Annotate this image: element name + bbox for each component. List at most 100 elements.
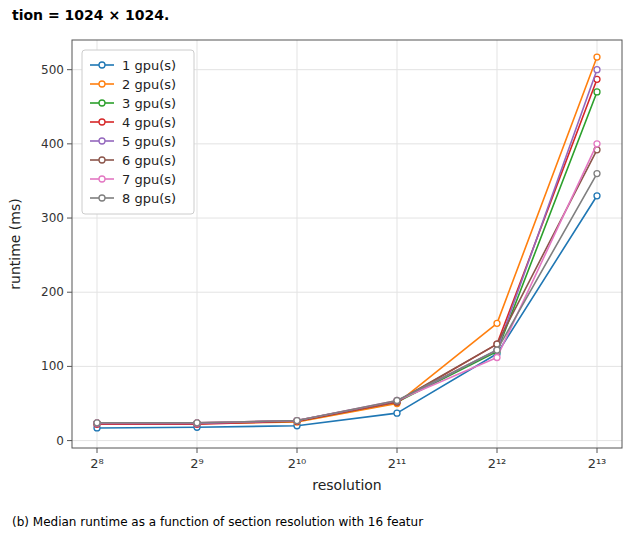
point [494, 347, 500, 353]
tick-label: 500 [41, 63, 64, 77]
grid [72, 40, 622, 448]
legend-marker [99, 62, 105, 68]
point [494, 320, 500, 326]
grid-line [297, 40, 298, 448]
point [294, 418, 300, 424]
point [394, 398, 400, 404]
legend: 1 gpu(s) 2 gpu(s) 3 gpu(s) 4 gpu(s) 5 gpu(s)… [82, 50, 194, 214]
point [594, 54, 600, 60]
point [494, 354, 500, 360]
tick [197, 448, 198, 453]
legend-label: 2 gpu(s) [122, 77, 176, 92]
legend-marker [99, 195, 105, 201]
point [594, 193, 600, 199]
point [194, 421, 200, 427]
point [94, 420, 100, 426]
point [294, 418, 300, 424]
chart: 0 100 200 300 400 500 2⁸ 2⁹ 2¹⁰ 2¹¹ 2¹² 2¹³ resoluti… [0, 0, 640, 541]
series [94, 76, 600, 427]
legend-label: 5 gpu(s) [122, 134, 176, 149]
legend-marker [99, 119, 105, 125]
point [394, 398, 400, 404]
tick-label: 0 [56, 434, 64, 448]
point [594, 89, 600, 95]
point [194, 420, 200, 426]
line [97, 144, 597, 423]
series [94, 54, 600, 426]
legend-label: 4 gpu(s) [122, 115, 176, 130]
tick [67, 218, 72, 219]
point [294, 418, 300, 424]
series [94, 141, 600, 426]
tick [297, 448, 298, 453]
point [494, 347, 500, 353]
tick [597, 448, 598, 453]
tick-label: 2¹² [488, 456, 507, 471]
legend-label: 6 gpu(s) [122, 153, 176, 168]
x-axis-label: resolution [312, 477, 382, 493]
legend-marker [99, 138, 105, 144]
tick-label: 400 [41, 137, 64, 151]
legend-marker [99, 157, 105, 163]
series [94, 193, 600, 431]
tick-label: 2¹³ [588, 456, 607, 471]
point [394, 398, 400, 404]
legend-label: 3 gpu(s) [122, 96, 176, 111]
line [97, 92, 597, 424]
point [194, 421, 200, 427]
point [594, 171, 600, 177]
legend-label: 1 gpu(s) [122, 58, 176, 73]
grid-line [597, 40, 598, 448]
point [194, 420, 200, 426]
line [97, 196, 597, 428]
point [94, 421, 100, 427]
plot-frame [72, 40, 622, 448]
series [94, 89, 600, 427]
grid-line [197, 40, 198, 448]
tick [497, 448, 498, 453]
point [394, 410, 400, 416]
tick-label: 200 [41, 285, 64, 299]
tick [97, 448, 98, 453]
legend-box [82, 50, 194, 214]
tick-label: 2⁹ [190, 456, 203, 471]
line [97, 150, 597, 423]
point [594, 67, 600, 73]
point [94, 421, 100, 427]
legend-label: 7 gpu(s) [122, 172, 176, 187]
tick-label: 2¹¹ [388, 456, 407, 471]
legend-marker [99, 100, 105, 106]
tick [67, 292, 72, 293]
tick [67, 143, 72, 144]
point [94, 420, 100, 426]
tick [67, 366, 72, 367]
tick [67, 440, 72, 441]
grid-line [397, 40, 398, 448]
tick-label: 2¹⁰ [288, 456, 307, 471]
grid-line [72, 218, 622, 219]
tick [397, 448, 398, 453]
point [294, 418, 300, 424]
caption: (b) Median runtime as a function of sect… [12, 515, 423, 529]
tick-label: 2⁸ [90, 456, 103, 471]
point [194, 420, 200, 426]
tick-label: 300 [41, 211, 64, 225]
point [594, 141, 600, 147]
legend-marker [99, 176, 105, 182]
line [97, 70, 597, 424]
grid-line [497, 40, 498, 448]
grid-line [72, 366, 622, 367]
tick-label: 100 [41, 359, 64, 373]
grid-line [72, 440, 622, 441]
series [94, 67, 600, 427]
point [194, 421, 200, 427]
legend-label: 8 gpu(s) [122, 191, 176, 206]
tick [67, 69, 72, 70]
annotation: tion = 1024 × 1024. [12, 7, 169, 23]
grid-line [72, 292, 622, 293]
point [94, 421, 100, 427]
point [294, 418, 300, 424]
point [394, 398, 400, 404]
y-axis-label: runtime (ms) [7, 198, 23, 289]
point [94, 420, 100, 426]
